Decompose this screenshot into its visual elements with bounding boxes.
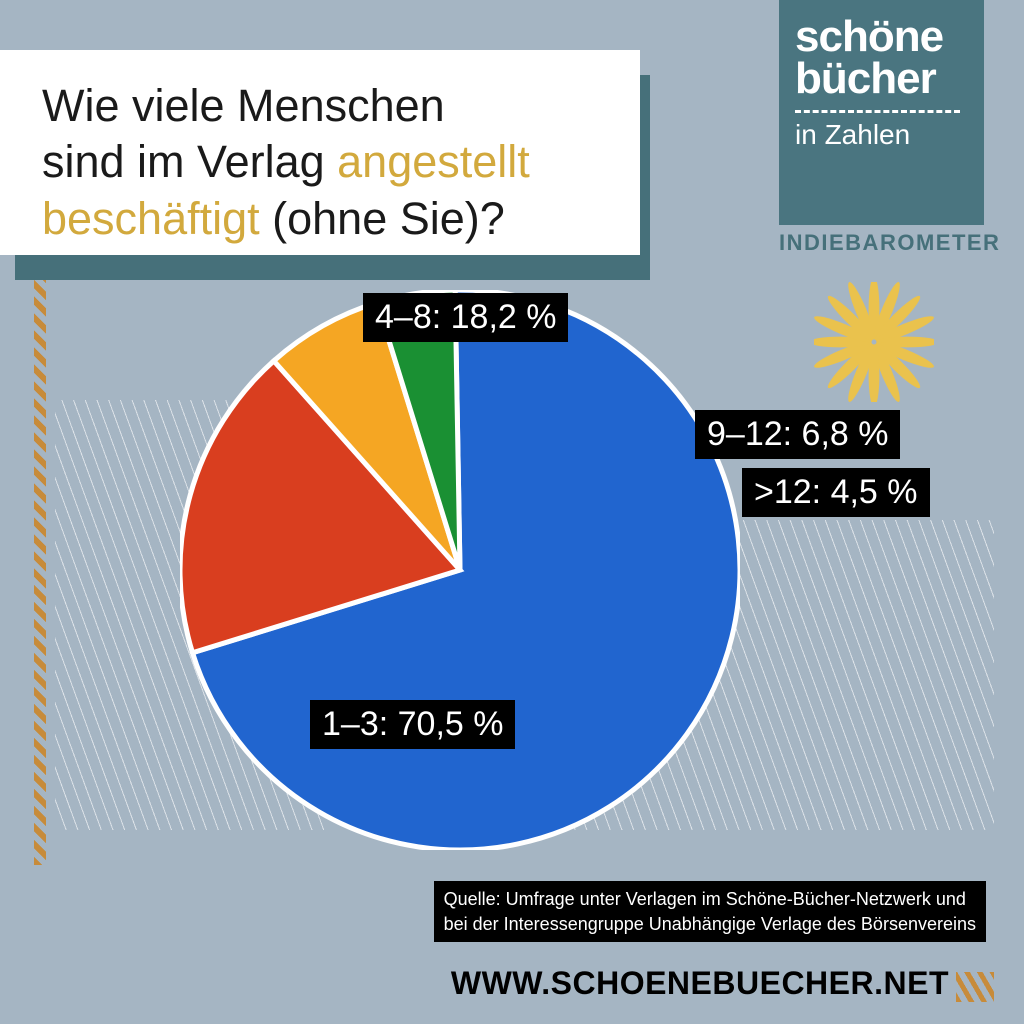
pie-slice-label: 9–12: 6,8 %	[695, 410, 900, 459]
pie-chart	[180, 290, 740, 850]
website-url: WWW.SCHOENEBUECHER.NET	[451, 965, 949, 1002]
source-line-2: bei der Interessengruppe Unabhängige Ver…	[444, 912, 976, 936]
hatch-left-border	[34, 265, 46, 865]
title-box: Wie viele Menschen sind im Verlag angest…	[0, 50, 640, 255]
flower-icon	[814, 282, 934, 402]
source-citation: Quelle: Umfrage unter Verlagen im Schöne…	[434, 881, 986, 942]
title-line-1: Wie viele Menschen	[42, 78, 620, 134]
indiebarometer-label: INDIEBAROMETER	[779, 230, 984, 256]
hatch-bottom-right	[956, 972, 994, 1002]
pie-slice-label: 4–8: 18,2 %	[363, 293, 568, 342]
logo-line-1: schöne	[795, 16, 968, 58]
pie-slice-label: >12: 4,5 %	[742, 468, 930, 517]
logo-line-2: bücher	[795, 58, 968, 100]
title-line-3: beschäftigt (ohne Sie)?	[42, 191, 620, 247]
logo-subline: in Zahlen	[795, 119, 968, 151]
logo-divider	[795, 110, 960, 113]
pie-slice-label: 1–3: 70,5 %	[310, 700, 515, 749]
source-line-1: Quelle: Umfrage unter Verlagen im Schöne…	[444, 887, 976, 911]
title-line-2: sind im Verlag angestellt	[42, 134, 620, 190]
logo-box: schöne bücher in Zahlen	[779, 0, 984, 225]
